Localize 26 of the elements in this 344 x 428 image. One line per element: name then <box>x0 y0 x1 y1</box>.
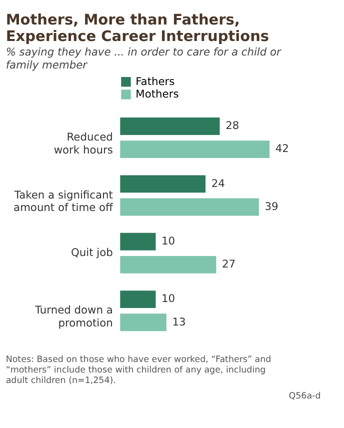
data-label: 24 <box>211 176 226 190</box>
data-label: 42 <box>275 142 289 156</box>
y-tick-label: Reduced work hours <box>54 130 114 156</box>
data-label: 39 <box>264 200 278 213</box>
chart-title: Mothers, More than Fathers, Experience Career Interruptions <box>6 12 270 46</box>
bar <box>120 290 156 308</box>
text: Notes: Based on those who have ever worked, “Fathers” and “mothers” include those with children of any age, including adult children (n=1,254). <box>6 354 272 386</box>
text: Q56a-d <box>288 392 321 402</box>
chart-subtitle: % saying they have ... in order to care for a child or family member <box>6 46 282 72</box>
data-label: 10 <box>162 292 176 306</box>
y-tick-label: Turned down a promotion <box>34 304 113 330</box>
bar <box>120 232 156 250</box>
legend-label: Mothers <box>136 87 180 100</box>
bar <box>120 256 216 274</box>
data-label: 28 <box>226 119 240 132</box>
data-label: 10 <box>162 234 176 248</box>
bar <box>120 118 220 135</box>
data-label: 13 <box>172 315 186 328</box>
data-label: 27 <box>222 258 236 271</box>
bar <box>120 140 270 158</box>
y-tick-label: Quit job <box>71 246 114 260</box>
bar <box>120 198 259 216</box>
legend-label: Fathers <box>136 74 176 88</box>
y-tick-label: Taken a significant amount of time off <box>13 188 114 214</box>
bar <box>120 175 206 193</box>
bar <box>120 314 166 332</box>
